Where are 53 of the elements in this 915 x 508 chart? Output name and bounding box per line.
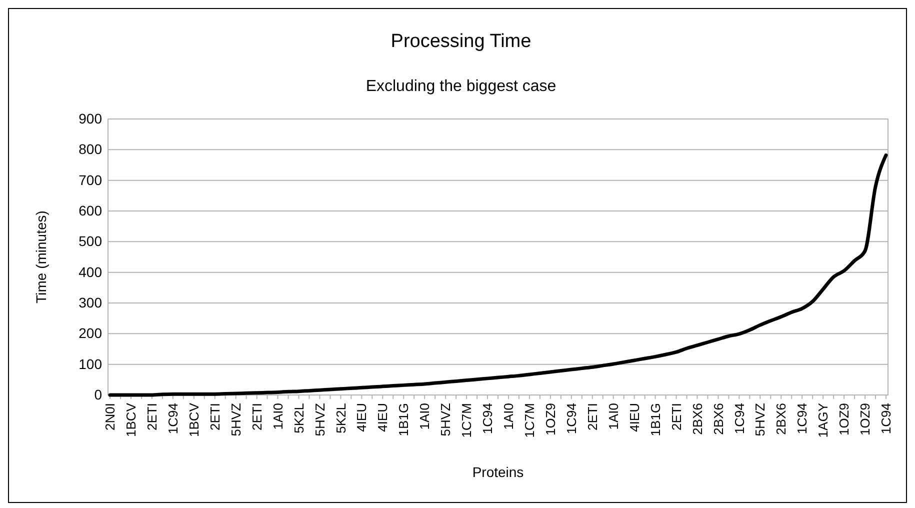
x-tick-label: 1C94 bbox=[878, 403, 894, 434]
x-tick-label: 2BX6 bbox=[774, 403, 789, 435]
x-tick-label: 5HVZ bbox=[752, 402, 768, 436]
x-tick-label: 5HVZ bbox=[312, 402, 328, 436]
x-tick-label: 5HVZ bbox=[228, 402, 244, 436]
x-tick-label: 1AGY bbox=[816, 402, 831, 438]
x-tick-label: 1C7M bbox=[522, 403, 538, 438]
x-tick-label: 2N0I bbox=[102, 403, 118, 430]
x-tick-label: 1B1G bbox=[648, 403, 663, 436]
x-tick-label: 4IEU bbox=[354, 403, 370, 432]
x-tick-label: 1C94 bbox=[480, 403, 496, 434]
y-tick-label: 300 bbox=[78, 294, 102, 310]
x-tick-label: 1AI0 bbox=[501, 403, 516, 430]
x-tick-label: 2ETI bbox=[207, 403, 222, 430]
x-tick-label: 2BX6 bbox=[690, 403, 705, 435]
x-tick-label: 1BCV bbox=[186, 402, 202, 437]
x-tick-label: 1OZ9 bbox=[858, 403, 873, 436]
y-tick-label: 600 bbox=[78, 202, 102, 218]
x-tick-label: 1C94 bbox=[732, 403, 747, 434]
x-tick-label: 2ETI bbox=[249, 403, 264, 430]
x-tick-label: 1C94 bbox=[564, 403, 579, 434]
x-tick-label: 1C7M bbox=[459, 403, 474, 438]
x-tick-label: 1BCV bbox=[124, 402, 139, 437]
x-tick-label: 2ETI bbox=[668, 403, 684, 430]
x-tick-label: 5K2L bbox=[333, 403, 348, 434]
y-tick-label: 400 bbox=[78, 264, 102, 280]
y-tick-label: 100 bbox=[78, 356, 102, 372]
y-tick-label: 200 bbox=[78, 325, 102, 342]
x-tick-label: 1C94 bbox=[165, 403, 180, 434]
x-axis-title: Proteins bbox=[472, 464, 524, 480]
x-tick-label: 1OZ9 bbox=[542, 403, 558, 436]
y-tick-label: 700 bbox=[78, 172, 102, 188]
x-tick-label: 1C94 bbox=[794, 403, 810, 434]
x-tick-label: 5K2L bbox=[291, 403, 306, 434]
x-tick-label: 2BX6 bbox=[710, 403, 726, 435]
x-tick-label: 1B1G bbox=[396, 403, 412, 436]
x-tick-label: 1OZ9 bbox=[836, 403, 852, 436]
y-axis-title: Time (minutes) bbox=[33, 210, 49, 304]
x-tick-label: 4IEU bbox=[626, 403, 642, 432]
line-series bbox=[108, 153, 888, 397]
x-tick-label: 1AI0 bbox=[270, 403, 286, 430]
y-tick-label: 800 bbox=[78, 141, 102, 158]
x-tick-label: 2ETI bbox=[144, 403, 160, 430]
x-tick-label: 1AI0 bbox=[417, 403, 432, 430]
chart-subtitle: Excluding the biggest case bbox=[366, 78, 556, 95]
x-tick-label: 5HVZ bbox=[438, 402, 454, 436]
y-tick-label: 900 bbox=[78, 110, 102, 126]
x-tick-label: 4IEU bbox=[375, 403, 390, 432]
x-tick-label: 2ETI bbox=[584, 403, 600, 430]
y-tick-label: 500 bbox=[78, 233, 102, 250]
x-tick-label: 1AI0 bbox=[606, 403, 621, 430]
chart-title: Processing Time bbox=[390, 31, 532, 52]
y-tick-label: 0 bbox=[94, 386, 102, 402]
